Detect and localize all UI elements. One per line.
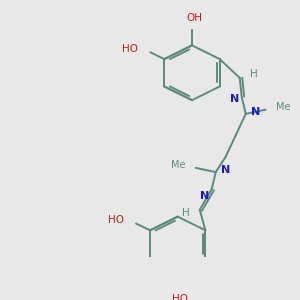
Text: H: H bbox=[250, 70, 257, 80]
Text: OH: OH bbox=[186, 13, 202, 23]
Text: HO: HO bbox=[108, 215, 124, 225]
Text: N: N bbox=[230, 94, 240, 104]
Text: H: H bbox=[182, 208, 190, 218]
Text: N: N bbox=[200, 191, 210, 201]
Text: HO: HO bbox=[122, 44, 138, 54]
Text: Me: Me bbox=[276, 102, 290, 112]
Text: Me: Me bbox=[171, 160, 186, 170]
Text: N: N bbox=[251, 107, 260, 117]
Text: HO: HO bbox=[172, 294, 188, 300]
Text: N: N bbox=[221, 165, 230, 176]
